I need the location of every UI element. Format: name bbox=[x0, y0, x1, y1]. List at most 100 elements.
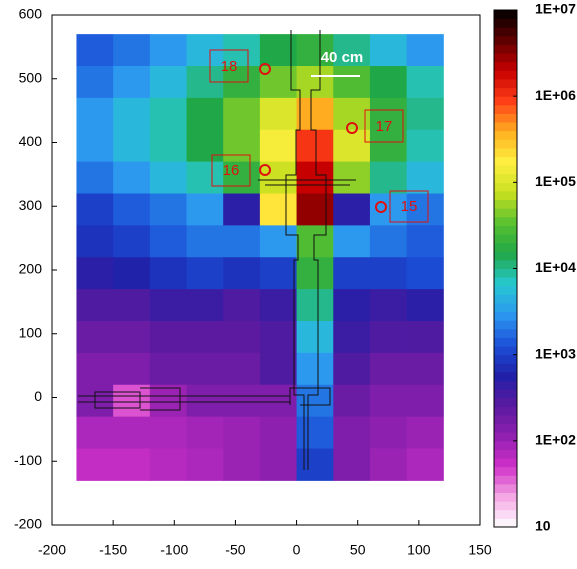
heat-cell bbox=[113, 34, 151, 67]
colorbar-swatch bbox=[494, 61, 517, 71]
heat-cell bbox=[333, 352, 371, 386]
heat-cell bbox=[259, 97, 298, 131]
colorbar-tick-label: 1E+03 bbox=[535, 345, 576, 361]
heat-cell bbox=[296, 384, 334, 418]
heat-cell bbox=[186, 321, 224, 354]
colorbar-swatch bbox=[494, 475, 517, 485]
colorbar-swatch bbox=[494, 18, 517, 28]
heat-cell bbox=[149, 129, 188, 163]
y-tick-label: -200 bbox=[14, 516, 42, 532]
x-tick-label: -100 bbox=[160, 542, 188, 558]
y-tick-label: 0 bbox=[34, 388, 42, 404]
heat-cell bbox=[76, 129, 114, 163]
heat-cell bbox=[113, 161, 151, 194]
y-tick-label: 300 bbox=[19, 197, 43, 213]
heat-cell bbox=[223, 129, 261, 163]
colorbar-swatch bbox=[494, 156, 517, 166]
colorbar-swatch bbox=[494, 380, 517, 390]
x-tick-label: 100 bbox=[407, 542, 431, 558]
heat-cell bbox=[113, 66, 151, 99]
heat-cell bbox=[369, 34, 408, 67]
marker bbox=[259, 164, 271, 176]
colorbar-tick-label: 1E+06 bbox=[535, 87, 576, 103]
colorbar-swatch bbox=[494, 87, 517, 97]
heat-cell bbox=[296, 129, 334, 163]
heat-cell bbox=[76, 66, 114, 99]
heat-cell bbox=[406, 193, 444, 226]
heat-cell bbox=[113, 448, 151, 481]
heat-cell bbox=[223, 225, 261, 258]
colorbar-swatch bbox=[494, 354, 517, 364]
heat-cell bbox=[113, 289, 151, 322]
heat-cell bbox=[406, 352, 444, 386]
heat-cell bbox=[149, 352, 188, 386]
colorbar-tick-label: 10 bbox=[535, 518, 551, 534]
heat-cell bbox=[186, 416, 224, 449]
heat-cell bbox=[406, 321, 444, 354]
colorbar-swatch bbox=[494, 234, 517, 244]
x-tick-label: 50 bbox=[350, 542, 366, 558]
heat-cell bbox=[223, 448, 261, 481]
heat-cell bbox=[296, 193, 334, 226]
colorbar-swatch bbox=[494, 440, 517, 450]
colorbar-swatch bbox=[494, 277, 517, 287]
heat-cell bbox=[76, 289, 114, 322]
heat-cell bbox=[369, 416, 408, 449]
colorbar-swatch bbox=[494, 10, 517, 20]
y-tick-label: 600 bbox=[19, 6, 43, 22]
colorbar-swatch bbox=[494, 458, 517, 468]
heat-cell bbox=[149, 321, 188, 354]
heat-cell bbox=[259, 129, 298, 163]
annotation-group: 18 17 16 15 40 cm bbox=[209, 49, 429, 223]
colorbar-swatch bbox=[494, 70, 517, 80]
heat-cell bbox=[113, 416, 151, 449]
heat-cell bbox=[369, 384, 408, 418]
marker bbox=[259, 63, 271, 75]
heat-cell bbox=[333, 416, 371, 449]
heat-cell bbox=[259, 193, 298, 226]
heat-cell bbox=[369, 161, 408, 194]
heat-cell bbox=[259, 352, 298, 386]
heat-cell bbox=[76, 34, 114, 67]
heat-cell bbox=[406, 225, 444, 258]
heat-cell bbox=[113, 321, 151, 354]
colorbar-swatch bbox=[494, 251, 517, 261]
colorbar-swatch bbox=[494, 466, 517, 476]
annotation-box bbox=[364, 109, 404, 143]
colorbar-swatch bbox=[494, 389, 517, 399]
heat-cell bbox=[186, 384, 224, 418]
heat-cell bbox=[259, 384, 298, 418]
colorbar-tick-label: 1E+05 bbox=[535, 173, 576, 189]
colorbar-swatch bbox=[494, 285, 517, 295]
heat-cell bbox=[149, 289, 188, 322]
heat-cell bbox=[223, 321, 261, 354]
heat-cell bbox=[76, 97, 114, 131]
colorbar-swatch bbox=[494, 371, 517, 382]
colorbar-swatch bbox=[494, 182, 517, 192]
heat-cell bbox=[296, 321, 334, 354]
colorbar-swatch bbox=[494, 328, 517, 338]
colorbar-swatch bbox=[494, 432, 517, 442]
heat-cell bbox=[76, 225, 114, 258]
heat-cell bbox=[113, 97, 151, 131]
heat-cell bbox=[149, 448, 188, 481]
heat-cell bbox=[186, 193, 224, 226]
heat-cell bbox=[259, 289, 298, 322]
heat-cell bbox=[149, 257, 188, 290]
annotation-box bbox=[209, 49, 249, 83]
heat-cell bbox=[296, 289, 334, 322]
heat-cell bbox=[186, 97, 224, 131]
annotation-box bbox=[389, 190, 429, 223]
colorbar-swatch bbox=[494, 259, 517, 269]
heat-cell bbox=[406, 289, 444, 322]
heat-cell bbox=[149, 161, 188, 194]
heat-cell bbox=[333, 257, 371, 290]
heat-cell bbox=[259, 225, 298, 258]
heat-cell bbox=[149, 416, 188, 449]
heat-cell bbox=[113, 225, 151, 258]
heat-cell bbox=[149, 34, 188, 67]
heat-cell bbox=[333, 448, 371, 481]
heat-cell bbox=[406, 161, 444, 194]
heat-cell bbox=[296, 97, 334, 131]
